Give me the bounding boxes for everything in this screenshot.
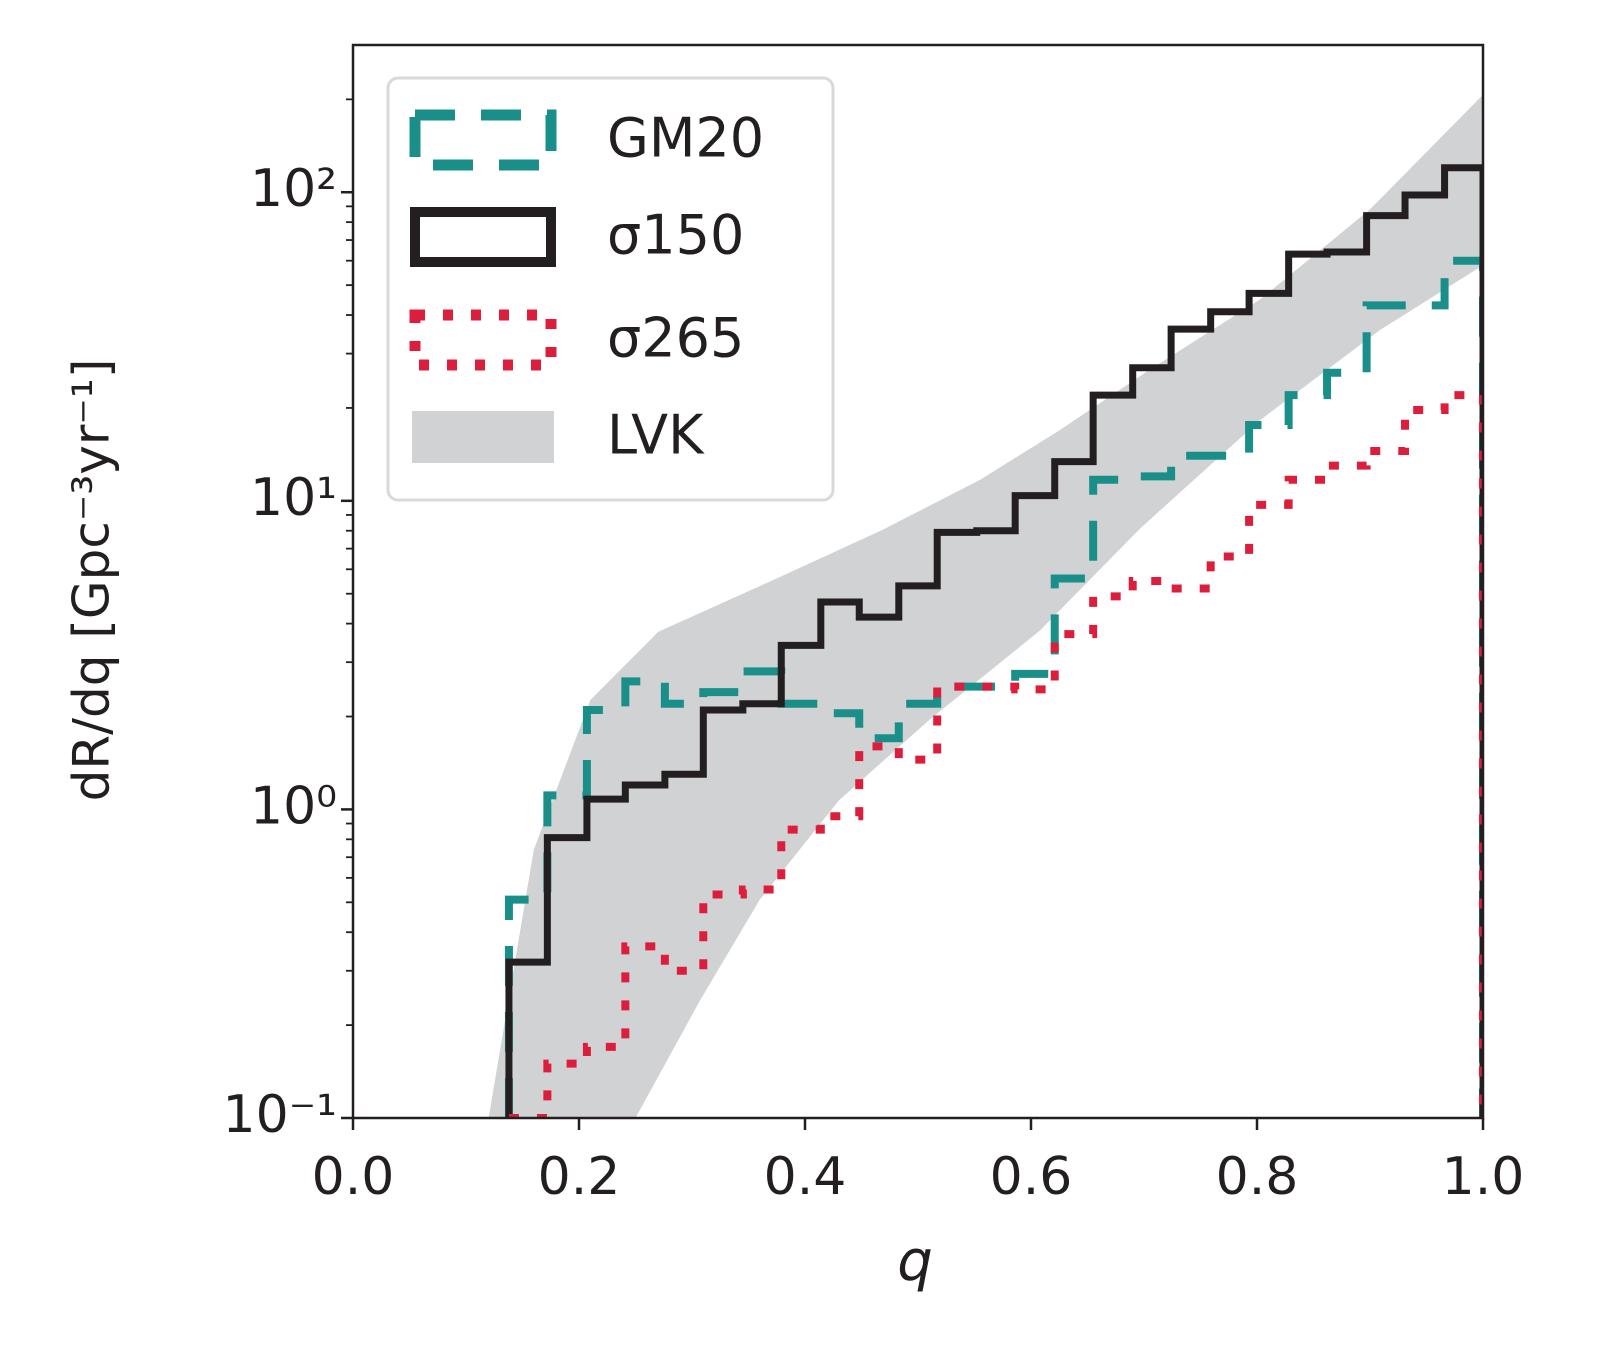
legend-label: LVK: [607, 404, 705, 467]
legend-label: σ150: [607, 204, 744, 267]
legend-swatch: [412, 411, 554, 463]
x-tick-label: 0.6: [990, 1147, 1073, 1207]
step-line: [504, 256, 1483, 1118]
legend-box: [386, 76, 835, 502]
x-tick-label: 1.0: [1442, 1147, 1525, 1207]
band: [488, 94, 1483, 1118]
y-tick-label: 10²: [250, 159, 337, 219]
x-tick-label: 0.2: [538, 1147, 621, 1207]
x-axis-label: q: [897, 1229, 933, 1294]
legend-swatch: [409, 309, 557, 371]
y-tick-label: 10¹: [250, 468, 337, 528]
x-tick-label: 0.8: [1216, 1147, 1299, 1207]
y-tick-label: 10⁻¹: [223, 1085, 337, 1145]
y-axis-label: dR/dq [Gpc⁻³yr⁻¹]: [63, 359, 121, 802]
legend-label: GM20: [607, 107, 764, 170]
axes-frame: [351, 43, 1485, 1120]
legend-swatch: [410, 207, 556, 267]
step-line: [505, 164, 1483, 1118]
step-line: [508, 391, 1483, 1118]
legend-label: σ265: [607, 307, 744, 370]
x-tick-label: 0.0: [312, 1147, 395, 1207]
legend-swatch: [409, 109, 557, 171]
y-tick-label: 10⁰: [250, 776, 337, 836]
x-tick-label: 0.4: [764, 1147, 847, 1207]
